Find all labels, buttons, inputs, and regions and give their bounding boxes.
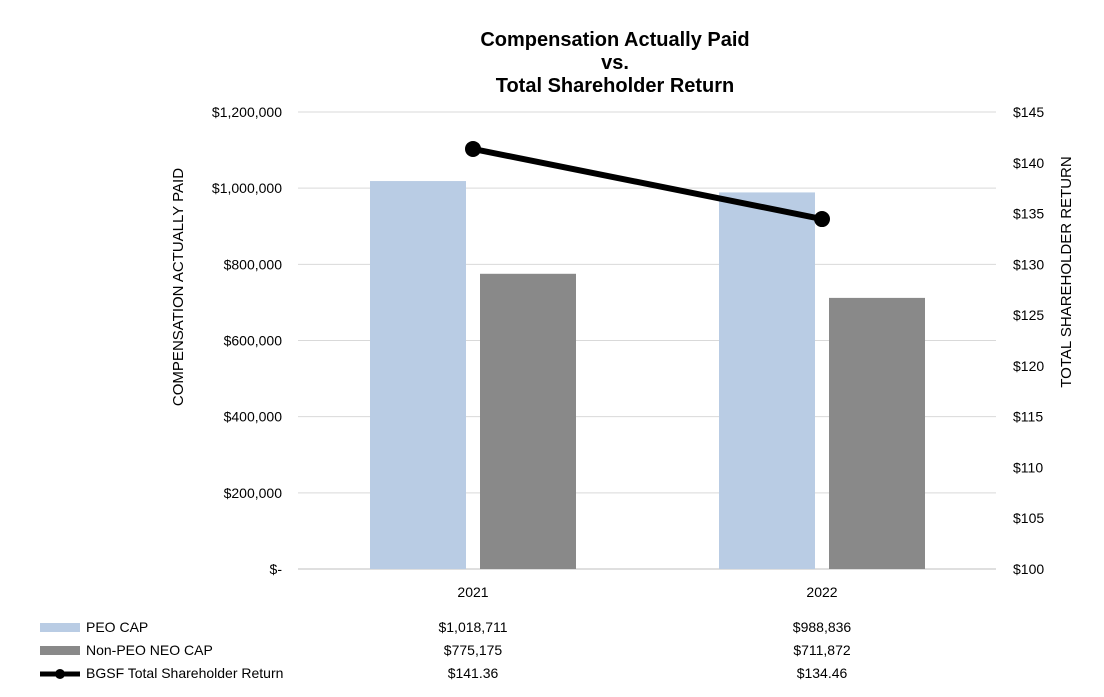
category-label: 2021: [457, 584, 488, 600]
legend-marker: [55, 669, 65, 679]
legend-swatch: [40, 646, 80, 655]
left-tick-label: $-: [270, 561, 283, 577]
table-value: $134.46: [797, 665, 848, 681]
right-axis-label: TOTAL SHAREHOLDER RETURN: [1058, 156, 1075, 387]
right-tick-label: $130: [1013, 256, 1044, 272]
chart-title-line: Compensation Actually Paid: [480, 29, 749, 51]
right-tick-label: $115: [1013, 409, 1043, 425]
tsr-point-2022: [814, 211, 830, 228]
right-tick-label: $100: [1013, 561, 1044, 577]
peo-cap-bar-2022: [719, 192, 815, 570]
table-value: $141.36: [448, 665, 499, 681]
left-tick-label: $1,200,000: [212, 104, 282, 120]
category-label: 2022: [806, 584, 837, 600]
table-value: $775,175: [444, 642, 503, 658]
left-tick-label: $200,000: [224, 485, 283, 501]
tsr-point-2021: [465, 140, 481, 157]
left-tick-label: $400,000: [224, 409, 283, 425]
right-tick-label: $105: [1013, 510, 1044, 526]
right-tick-label: $145: [1013, 104, 1044, 120]
data-table-legend: PEO CAP $1,018,711 $988,836 Non-PEO NEO CAP…: [40, 619, 851, 681]
non-peo-cap-bar-2022: [829, 297, 925, 569]
table-value: $711,872: [793, 642, 851, 658]
left-axis-ticks: $- $200,000 $400,000 $600,000 $800,000 $1,000…: [212, 104, 282, 577]
right-tick-label: $125: [1013, 307, 1044, 323]
peo-cap-bar-2021: [370, 181, 466, 569]
right-tick-label: $135: [1013, 206, 1044, 222]
left-axis-label: COMPENSATION ACTUALLY PAID: [170, 168, 187, 406]
right-axis-ticks: $100 $105 $110 $115 $120 $125 $130 $135 $140 $145: [1013, 104, 1044, 577]
legend-label: Non-PEO NEO CAP: [86, 642, 213, 658]
non-peo-cap-bar-2021: [480, 273, 576, 569]
chart-title-line: Total Shareholder Return: [496, 75, 735, 97]
right-tick-label: $110: [1013, 459, 1043, 475]
bars: [370, 181, 925, 570]
legend-swatch: [40, 623, 80, 632]
category-labels: 2021 2022: [457, 584, 837, 600]
legend-label: BGSF Total Shareholder Return: [86, 665, 283, 681]
right-tick-label: $140: [1013, 155, 1044, 171]
legend-label: PEO CAP: [86, 619, 148, 635]
tsr-line-path: [472, 146, 823, 222]
left-tick-label: $600,000: [224, 333, 283, 349]
tsr-line: [465, 140, 830, 228]
right-tick-label: $120: [1013, 358, 1044, 374]
left-tick-label: $1,000,000: [212, 180, 282, 196]
chart-title-line: vs.: [601, 52, 629, 74]
left-tick-label: $800,000: [224, 256, 283, 272]
table-value: $1,018,711: [438, 619, 507, 635]
table-value: $988,836: [793, 619, 852, 635]
